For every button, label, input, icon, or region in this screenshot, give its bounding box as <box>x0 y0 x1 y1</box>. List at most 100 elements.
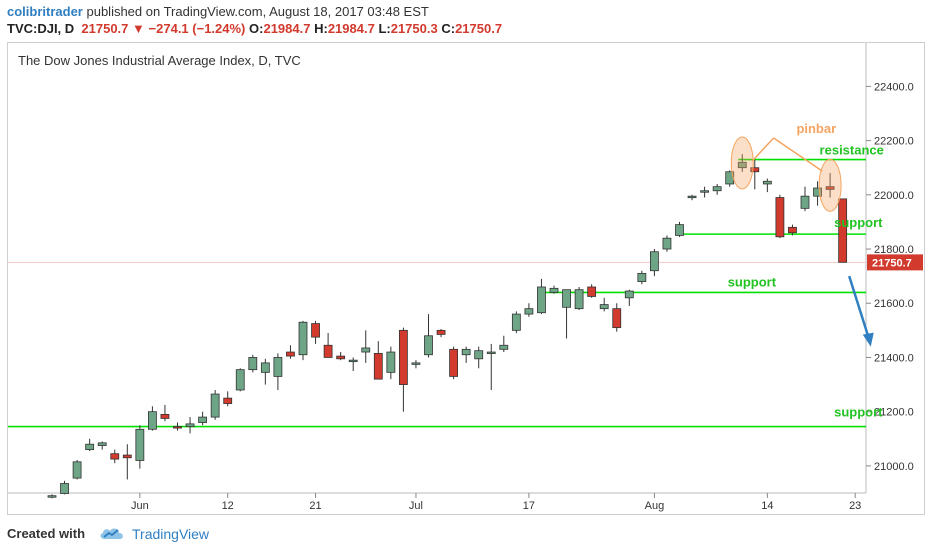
candle-body <box>750 167 760 173</box>
candle-body <box>762 180 772 185</box>
pinbar-highlight <box>730 136 754 190</box>
candle-body <box>411 362 421 365</box>
annotation-label: support <box>834 405 883 420</box>
candle-body <box>650 251 659 272</box>
candle-body <box>675 224 684 236</box>
x-tick-label: 14 <box>761 500 773 512</box>
candle-body <box>60 483 69 494</box>
high-value: 21984.7 <box>327 21 375 36</box>
candle-body <box>687 195 697 199</box>
candle-body <box>737 161 747 169</box>
close-value: 21750.7 <box>455 21 503 36</box>
chart-panel[interactable]: The Dow Jones Industrial Average Index, … <box>7 42 925 515</box>
candle-body <box>624 290 634 299</box>
annotation-label: resistance <box>820 143 884 158</box>
candle-body <box>825 186 835 190</box>
candle-body <box>775 197 785 238</box>
candle-body <box>85 443 95 451</box>
candle-body <box>248 357 258 371</box>
candle-body <box>147 411 157 430</box>
published-text: published on TradingView.com, August 18,… <box>86 4 429 19</box>
x-tick-label: 23 <box>849 500 861 512</box>
candle-body <box>838 198 848 263</box>
x-tick-label: 21 <box>309 500 321 512</box>
annotation-label: support <box>834 215 883 230</box>
low-label: L: <box>378 21 391 36</box>
candle-body <box>198 416 208 423</box>
candle-body <box>323 344 333 358</box>
high-label: H: <box>314 21 328 36</box>
down-arrow-head <box>862 332 874 347</box>
candlestick-chart[interactable]: The Dow Jones Industrial Average Index, … <box>8 43 924 514</box>
candle-body <box>160 413 170 419</box>
candle-body <box>311 323 320 338</box>
publish-line: colibritrader published on TradingView.c… <box>7 4 429 19</box>
candle-body <box>499 344 509 350</box>
candle-body <box>273 357 283 377</box>
candle-body <box>336 355 346 360</box>
candle-body <box>524 308 534 315</box>
annotation-label: pinbar <box>796 121 836 136</box>
symbol-label: TVC:DJI, D <box>7 21 75 36</box>
candle-body <box>461 348 471 356</box>
ohlc-line: TVC:DJI, D 21750.7 ▼ −274.1 (−1.24%) O:2… <box>7 21 502 36</box>
candle-body <box>511 313 521 331</box>
candle-body <box>587 286 597 297</box>
candle-body <box>788 226 797 234</box>
candle-body <box>223 397 233 404</box>
low-value: 21750.3 <box>390 21 438 36</box>
footer: Created with TradingView <box>0 518 932 550</box>
down-arrow <box>848 275 871 342</box>
last-price: 21750.7 <box>81 21 129 36</box>
candle-body <box>185 423 195 427</box>
x-tick-label: Jun <box>131 500 149 512</box>
candle-body <box>286 351 295 357</box>
last-price-label: 21750.7 <box>872 257 912 269</box>
candle-body <box>537 286 546 314</box>
y-tick-label: 21600.0 <box>874 298 914 310</box>
tradingview-brand-link[interactable]: TradingView <box>132 526 210 542</box>
candle-body <box>173 426 182 429</box>
candle-body <box>210 393 220 418</box>
candle-body <box>260 362 270 373</box>
candle-body <box>386 351 396 373</box>
open-value: 21984.7 <box>263 21 311 36</box>
candle-body <box>110 453 120 460</box>
annotation-label: support <box>728 274 777 289</box>
candle-body <box>700 190 709 193</box>
x-tick-label: 17 <box>523 500 535 512</box>
y-tick-label: 21400.0 <box>874 352 914 364</box>
candle-body <box>662 237 672 250</box>
candle-body <box>712 186 722 192</box>
chart-title: The Dow Jones Industrial Average Index, … <box>18 53 301 68</box>
x-tick-label: 12 <box>222 500 234 512</box>
candle-body <box>72 461 82 479</box>
candle-body <box>800 195 810 209</box>
close-label: C: <box>441 21 456 36</box>
author-link[interactable]: colibritrader <box>7 4 83 19</box>
price-change: −274.1 (−1.24%) <box>148 21 246 36</box>
x-tick-label: Aug <box>645 500 665 512</box>
candle-body <box>361 347 371 353</box>
candle-body <box>298 321 308 356</box>
y-tick-label: 21800.0 <box>874 244 914 256</box>
last-price-badge <box>867 254 923 271</box>
candle-body <box>373 352 383 380</box>
candle-body <box>398 329 408 385</box>
publish-header: colibritrader published on TradingView.c… <box>0 0 932 42</box>
pinbar-highlight <box>818 158 842 212</box>
candle-body <box>549 287 559 293</box>
created-with-label: Created with <box>7 526 86 541</box>
y-tick-label: 21200.0 <box>874 407 914 419</box>
candle-body <box>135 428 145 461</box>
y-tick-label: 22400.0 <box>874 81 914 93</box>
y-tick-label: 21000.0 <box>874 461 914 473</box>
candle-body <box>637 273 647 282</box>
open-label: O: <box>249 21 264 36</box>
candle-body <box>449 348 459 377</box>
candle-body <box>612 308 622 329</box>
x-tick-label: Jul <box>409 500 423 512</box>
candle-body <box>486 351 496 354</box>
tradingview-cloud-icon[interactable] <box>97 524 127 542</box>
candle-body <box>47 495 57 498</box>
